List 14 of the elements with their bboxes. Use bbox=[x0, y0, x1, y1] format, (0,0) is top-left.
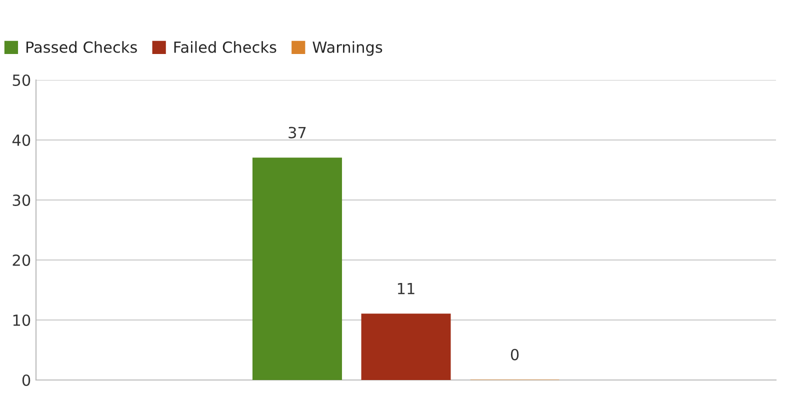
y-tick-label: 30 bbox=[12, 194, 30, 206]
legend-label: Failed Checks bbox=[174, 41, 276, 53]
bar bbox=[252, 158, 342, 380]
y-tick-label: 10 bbox=[13, 314, 30, 326]
data-label: 0 bbox=[510, 348, 519, 360]
data-label: 11 bbox=[398, 283, 414, 294]
y-tick-label: 40 bbox=[12, 134, 30, 146]
y-tick-label: 0 bbox=[22, 374, 30, 386]
legend-label: Warnings bbox=[312, 41, 382, 56]
y-tick-label: 50 bbox=[12, 74, 30, 86]
y-tick-label: 20 bbox=[12, 254, 30, 266]
bar bbox=[361, 314, 451, 380]
data-label: 37 bbox=[288, 126, 306, 138]
legend-label: Passed Checks bbox=[26, 41, 137, 53]
